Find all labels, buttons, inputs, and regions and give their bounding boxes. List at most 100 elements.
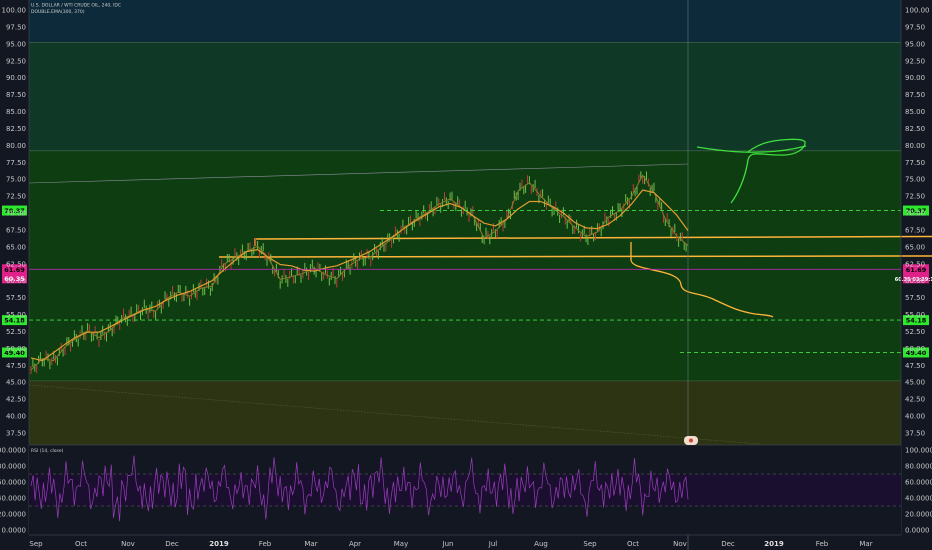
level-badge-label: 49.40 <box>906 349 927 357</box>
x-tick-label: Nov <box>121 540 135 548</box>
y-tick-label: 80.00 <box>6 142 26 150</box>
ema-line <box>30 189 689 362</box>
y-tick-label: 47.50 <box>905 362 925 370</box>
level-badge-label: 54.18 <box>906 317 927 325</box>
x-tick-label: May <box>394 540 408 548</box>
level-badge-left <box>2 264 27 275</box>
y-tick-label: 45.00 <box>905 379 925 387</box>
price-series <box>30 171 689 375</box>
y-tick-label: 62.50 <box>6 260 26 268</box>
y-tick-label: 67.50 <box>6 226 26 234</box>
y-tick-label: 75.00 <box>905 176 925 184</box>
zone-top <box>29 0 901 43</box>
y-tick-label: 100.00 <box>2 7 27 15</box>
rsi-tick-label: 80.0000 <box>905 463 932 471</box>
y-tick-label: 37.50 <box>6 430 26 438</box>
y-tick-label: 95.00 <box>6 40 26 48</box>
x-tick-label: Jun <box>442 540 454 548</box>
projection-curve[interactable] <box>630 242 774 318</box>
green-target-doodle[interactable] <box>696 138 807 204</box>
y-tick-label: 50.00 <box>905 345 925 353</box>
level-badge-right <box>903 315 929 326</box>
level-badge-label: 54.18 <box>4 317 25 325</box>
price-line <box>30 174 689 371</box>
y-tick-label: 77.50 <box>6 159 26 167</box>
lower-channel-line[interactable] <box>218 255 932 258</box>
rsi-tick-label: 40.0000 <box>0 495 26 503</box>
y-tick-label: 60.00 <box>905 277 925 285</box>
y-tick-label: 62.50 <box>905 260 925 268</box>
rsi-tick-label: 60.0000 <box>0 479 26 487</box>
y-axis-right[interactable]: 100.00 97.50 95.00 92.50 90.00 87.50 85.00 82.5… <box>900 0 930 535</box>
y-tick-label: 45.00 <box>6 379 26 387</box>
y-tick-label: 47.50 <box>6 362 26 370</box>
level-badge-right <box>903 347 929 358</box>
y-tick-label: 52.50 <box>905 328 925 336</box>
x-tick-label: Sep <box>583 540 597 548</box>
y-axis-left: 100.00 97.50 95.00 92.50 90.00 87.50 85.00 82.5… <box>2 0 30 535</box>
y-tick-label: 65.00 <box>6 243 26 251</box>
x-tick-label: 2019 <box>209 540 229 548</box>
symbol-title: U.S. DOLLAR / WTI CRUDE OIL, 240, IDC <box>31 3 121 9</box>
x-tick-label: Feb <box>259 540 272 548</box>
x-axis[interactable]: Sep Oct Nov Dec 2019 Feb Mar Apr May Jun Jul Aug Sep… <box>29 534 901 548</box>
y-tick-label: 97.50 <box>6 23 26 31</box>
x-tick-label: Dec <box>721 540 735 548</box>
y-tick-label: 87.50 <box>905 91 925 99</box>
y-tick-label: 55.00 <box>6 311 26 319</box>
y-tick-label: 92.50 <box>905 57 925 65</box>
level-badge-left <box>2 205 27 216</box>
y-tick-label: 42.50 <box>6 396 26 404</box>
y-tick-label: 97.50 <box>905 23 925 31</box>
x-tick-label: Dec <box>165 540 179 548</box>
y-tick-label: 80.00 <box>905 142 925 150</box>
y-tick-label: 65.00 <box>905 243 925 251</box>
current-price-badge-right <box>903 273 929 284</box>
rsi-tick-label: 0.0000 <box>2 527 27 535</box>
level-badge-label: 70.37 <box>906 207 927 215</box>
levels: 70.37 70.37 61.69 61.69 54.18 54.18 49.40 49.40… <box>2 205 932 358</box>
rsi-tick-label: 80.0000 <box>0 463 26 471</box>
level-badge-label: 49.40 <box>4 349 25 357</box>
long-term-resistance <box>28 163 689 184</box>
y-tick-label: 87.50 <box>6 91 26 99</box>
x-tick-label: 2019 <box>764 540 784 548</box>
y-tick-label: 82.50 <box>905 125 925 133</box>
y-tick-label: 85.00 <box>6 108 26 116</box>
current-price-label: 60.35 <box>4 275 25 283</box>
y-tick-label: 67.50 <box>905 226 925 234</box>
y-tick-label: 55.00 <box>905 311 925 319</box>
rsi-tick-label: 100.0000 <box>905 447 932 455</box>
y-tick-label: 40.00 <box>905 413 925 421</box>
x-tick-label: Sep <box>29 540 43 548</box>
level-badge-right <box>903 205 929 216</box>
y-tick-label: 50.00 <box>6 345 26 353</box>
y-tick-label: 77.50 <box>905 159 925 167</box>
level-badge-label: 61.69 <box>4 266 25 274</box>
x-tick-label: Feb <box>816 540 829 548</box>
y-tick-label: 90.00 <box>6 74 26 82</box>
y-tick-label: 100.00 <box>905 7 930 15</box>
x-tick-label: Oct <box>627 540 639 548</box>
y-tick-label: 95.00 <box>905 40 925 48</box>
rsi-tick-label: 40.0000 <box>905 495 932 503</box>
y-tick-label: 72.50 <box>6 193 26 201</box>
y-tick-label: 72.50 <box>905 193 925 201</box>
rsi-tick-label: 60.0000 <box>905 479 932 487</box>
x-tick-label: Aug <box>534 540 548 548</box>
y-tick-label: 57.50 <box>6 294 26 302</box>
level-badge-left <box>2 315 27 326</box>
y-tick-label: 70.00 <box>6 210 26 218</box>
indicator-title: DOUBLE.EMA(300, 370) <box>31 9 85 15</box>
level-badge-right <box>903 264 929 275</box>
y-tick-label: 52.50 <box>6 328 26 336</box>
y-tick-label: 60.00 <box>6 277 26 285</box>
crosshair-marker[interactable] <box>684 436 698 445</box>
y-tick-label: 75.00 <box>6 176 26 184</box>
y-tick-label: 37.50 <box>905 430 925 438</box>
rsi-title: RSI (14, close) <box>31 448 64 454</box>
current-price-label: 60.35 03:29:16 <box>895 277 932 283</box>
y-tick-label: 42.50 <box>905 396 925 404</box>
rsi-tick-label: 20.0000 <box>905 511 932 519</box>
